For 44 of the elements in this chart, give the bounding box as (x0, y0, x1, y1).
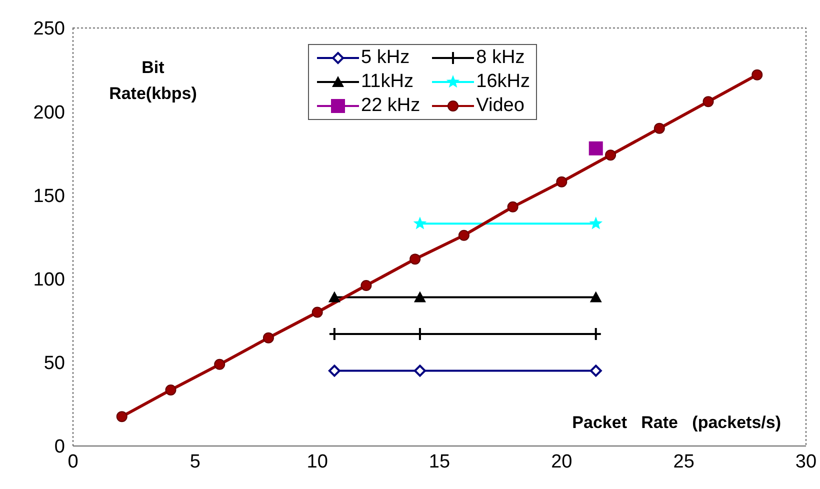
point (414, 291, 426, 302)
y-tick-label: 200 (33, 102, 65, 124)
point (312, 306, 323, 318)
point (590, 291, 602, 302)
point (458, 230, 470, 241)
y-axis-title: Bit Rate(kbps) (109, 58, 197, 103)
x-tick-label: 5 (190, 451, 200, 472)
legend-label: 22 kHz (361, 95, 420, 117)
y-tick-label: 250 (33, 18, 65, 40)
point (654, 122, 665, 134)
x-tick-label: 15 (428, 451, 450, 472)
legend-label: 16kHz (476, 71, 530, 93)
x-tick-label: 25 (673, 451, 694, 472)
x-tick-label: 0 (68, 451, 78, 472)
point (116, 411, 128, 422)
point (328, 364, 340, 377)
y-tick-label: 50 (44, 353, 65, 374)
point (328, 291, 340, 302)
legend-label: 5 kHz (361, 47, 410, 69)
legend-label: Video (476, 95, 524, 117)
x-tick-label: 10 (306, 451, 328, 472)
y-tick-label: 0 (54, 436, 65, 458)
point (410, 254, 421, 265)
point (605, 150, 616, 161)
y-tick-label: 150 (33, 186, 65, 207)
point (214, 358, 226, 370)
x-tick-label: 20 (551, 451, 572, 472)
point (360, 280, 372, 291)
point (507, 201, 518, 212)
y-tick-label: 100 (33, 270, 65, 291)
point (752, 69, 763, 80)
point (262, 332, 274, 344)
point (414, 364, 426, 377)
point (165, 384, 176, 396)
x-axis-title: Packet Rate (packets/s) (572, 413, 781, 432)
legend-label: 8 kHz (476, 47, 525, 69)
point (556, 176, 568, 188)
point (590, 364, 602, 377)
x-tick-label: 30 (795, 451, 817, 472)
point (702, 96, 714, 108)
point (413, 216, 427, 230)
point (589, 216, 603, 230)
point (588, 141, 603, 156)
legend-label: 11kHz (361, 71, 414, 93)
